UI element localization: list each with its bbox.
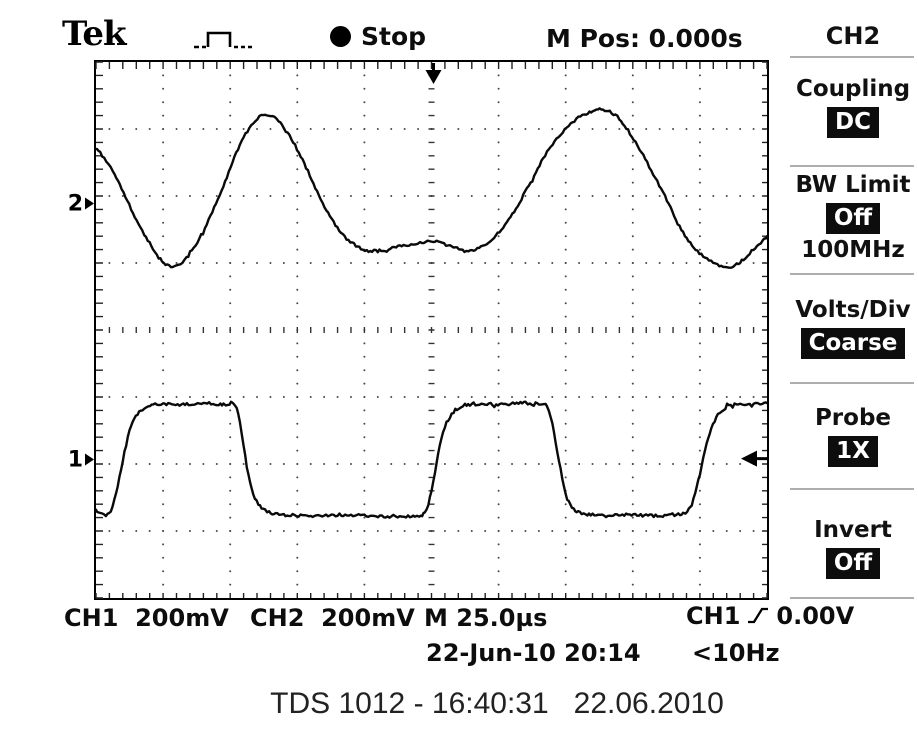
- menu-item-label: Coupling: [795, 76, 911, 102]
- menu-item-invert[interactable]: Invert Off: [788, 517, 918, 579]
- menu-item-value: 1X: [828, 436, 878, 467]
- trigger-pulse-icon: [194, 31, 252, 49]
- menu-item-label: Invert: [814, 517, 892, 543]
- rising-slope-icon: [748, 607, 769, 624]
- timebase-readout: M 25.0µs: [424, 604, 548, 632]
- menu-item-value: Coarse: [800, 328, 906, 359]
- menu-title-ch2: CH2: [825, 22, 881, 50]
- menu-item-volts-div[interactable]: Volts/Div Coarse: [788, 297, 918, 359]
- trigger-frequency-readout: <10Hz: [692, 639, 780, 667]
- menu-divider: [790, 488, 914, 490]
- menu-item-value: Off: [825, 548, 881, 579]
- right-triangle-icon: [85, 197, 94, 210]
- menu-item-extra: 100MHz: [801, 237, 905, 263]
- menu-item-probe[interactable]: Probe 1X: [788, 405, 918, 467]
- menu-divider: [790, 382, 914, 384]
- datetime-readout: 22-Jun-10 20:14: [426, 639, 641, 667]
- menu-item-value: Off: [825, 203, 881, 234]
- menu-item-label: Probe: [814, 405, 892, 431]
- menu-item-bw-limit[interactable]: BW Limit Off 100MHz: [788, 172, 918, 263]
- menu-item-label: Volts/Div: [795, 297, 911, 323]
- ch1-ref-marker: 1: [54, 447, 94, 472]
- menu-divider: [790, 597, 914, 599]
- menu-divider: [790, 273, 914, 275]
- menu-item-value: DC: [827, 107, 879, 138]
- trigger-position-arrow-icon: [425, 70, 442, 84]
- tek-logo: Tek: [62, 14, 127, 54]
- trigger-level-value: 0.00V: [776, 602, 855, 630]
- stop-icon: [330, 26, 351, 47]
- acquisition-status: Stop: [330, 22, 426, 51]
- right-triangle-icon: [85, 453, 94, 466]
- trace-ch1: [94, 400, 769, 519]
- horizontal-position-readout: M Pos: 0.000s: [546, 24, 743, 53]
- trigger-source-label: CH1: [686, 602, 741, 630]
- screenshot-caption: TDS 1012 - 16:40:31 22.06.2010: [270, 687, 724, 720]
- ch2-scale-readout: CH2 200mV: [250, 604, 415, 632]
- menu-item-coupling[interactable]: Coupling DC: [788, 76, 918, 138]
- ch1-scale-readout: CH1 200mV: [64, 604, 229, 632]
- menu-divider: [790, 56, 914, 58]
- menu-divider: [790, 165, 914, 167]
- trace-ch2: [94, 107, 769, 269]
- ch2-ref-marker: 2: [54, 191, 94, 216]
- ch1-ref-label: 1: [67, 447, 83, 473]
- acquisition-status-label: Stop: [361, 22, 427, 51]
- graticule: [94, 60, 769, 600]
- menu-item-label: BW Limit: [795, 172, 911, 198]
- trigger-readout: CH1 0.00V: [686, 602, 854, 630]
- ch2-ref-label: 2: [67, 191, 83, 217]
- trigger-level-arrow-icon: [741, 450, 757, 467]
